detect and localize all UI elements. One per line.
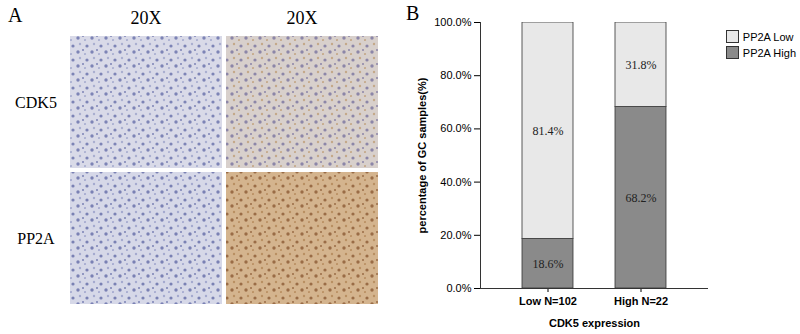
svg-text:Low N=102: Low N=102 bbox=[519, 295, 577, 307]
svg-text:High N=22: High N=22 bbox=[614, 295, 668, 307]
svg-text:0.0%: 0.0% bbox=[446, 282, 471, 294]
svg-text:81.4%: 81.4% bbox=[533, 124, 564, 138]
svg-text:60.0%: 60.0% bbox=[440, 122, 471, 134]
svg-text:31.8%: 31.8% bbox=[626, 58, 657, 72]
html-text:B: B bbox=[406, 2, 420, 24]
svg-text:100.0%: 100.0% bbox=[434, 16, 472, 28]
svg-text:CDK5: CDK5 bbox=[15, 94, 57, 111]
svg-text:PP2A: PP2A bbox=[17, 230, 55, 247]
svg-text:20X: 20X bbox=[287, 8, 318, 28]
svg-text:20.0%: 20.0% bbox=[440, 229, 471, 241]
svg-text:40.0%: 40.0% bbox=[440, 176, 471, 188]
svg-text:A: A bbox=[8, 4, 23, 26]
html-text:PP2A Low: PP2A Low bbox=[742, 30, 794, 43]
svg-text:68.2%: 68.2% bbox=[626, 191, 657, 205]
svg-text:percentage of GC samples(%): percentage of GC samples(%) bbox=[416, 77, 428, 233]
svg-text:CDK5 expression: CDK5 expression bbox=[549, 317, 640, 329]
html-text:PP2A High: PP2A High bbox=[742, 46, 796, 59]
svg-text:80.0%: 80.0% bbox=[440, 69, 471, 81]
svg-text:18.6%: 18.6% bbox=[533, 257, 564, 271]
svg-text:20X: 20X bbox=[131, 8, 162, 28]
